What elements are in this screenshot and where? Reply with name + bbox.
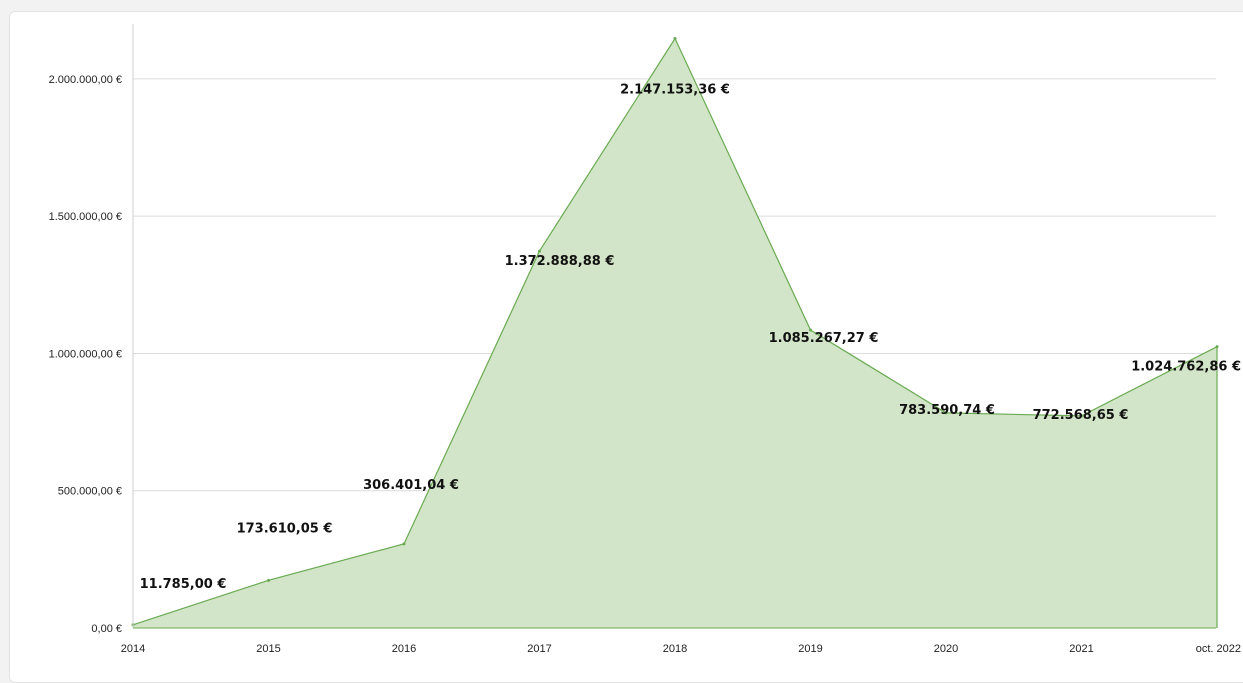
area-series [131, 37, 1219, 629]
data-label: 772.568,65 € [1033, 408, 1129, 423]
x-tick-label: 2018 [663, 643, 687, 655]
x-tick-label: 2021 [1069, 643, 1093, 655]
y-tick-label: 500.000,00 € [58, 486, 122, 498]
axes: 0,00 € 500.000,00 € 1.000.000,00 € 1.500.00… [49, 24, 1241, 655]
data-label: 783.590,74 € [899, 403, 995, 418]
x-tick-label: 2016 [392, 643, 416, 655]
data-label: 173.610,05 € [237, 521, 333, 536]
data-point [673, 37, 677, 41]
data-point [267, 578, 270, 582]
data-label: 1.024.762,86 € [1131, 360, 1241, 375]
x-tick-label: 2019 [798, 643, 822, 655]
x-tick-label: 2020 [934, 643, 958, 655]
y-tick-label: 0,00 € [91, 623, 122, 635]
data-point [809, 328, 812, 332]
data-label: 306.401,04 € [363, 478, 459, 493]
data-labels: 11.785,00 € 173.610,05 € 306.401,04 € 1.372… [140, 83, 1241, 592]
data-label: 2.147.153,36 € [620, 83, 730, 98]
data-point [1080, 414, 1083, 418]
area-fill [133, 38, 1217, 629]
data-point [1215, 345, 1219, 349]
data-label: 1.372.888,88 € [505, 254, 615, 269]
data-point [538, 249, 541, 253]
data-label: 11.785,00 € [140, 577, 227, 592]
y-tick-label: 1.000.000,00 € [49, 348, 122, 360]
data-label: 1.085.267,27 € [769, 331, 879, 346]
y-tick-label: 1.500.000,00 € [49, 211, 122, 223]
data-point [402, 542, 406, 546]
data-point [944, 411, 948, 415]
x-tick-label: oct. 2022 [1196, 643, 1241, 655]
y-tick-label: 2.000.000,00 € [49, 74, 122, 86]
x-tick-label: 2015 [256, 643, 280, 655]
x-tick-label: 2014 [121, 643, 145, 655]
x-tick-label: 2017 [527, 643, 551, 655]
